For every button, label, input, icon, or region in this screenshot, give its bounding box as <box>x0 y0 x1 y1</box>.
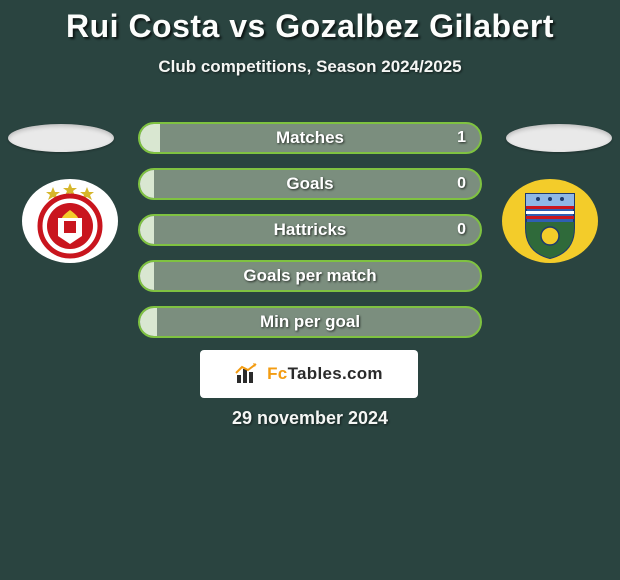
player-right-placeholder <box>506 124 612 152</box>
stat-label: Goals <box>140 174 480 194</box>
subtitle: Club competitions, Season 2024/2025 <box>0 57 620 77</box>
club-crest-left <box>20 178 120 264</box>
stat-row: Min per goal <box>138 306 482 338</box>
club-crest-right <box>500 178 600 264</box>
date-line: 29 november 2024 <box>0 408 620 429</box>
stat-row: Goals0 <box>138 168 482 200</box>
stat-value-right: 0 <box>457 221 466 239</box>
stats-area: Matches1Goals0Hattricks0Goals per matchM… <box>138 122 482 352</box>
logo-prefix: Fc <box>267 364 287 383</box>
stat-value-right: 1 <box>457 129 466 147</box>
stat-label: Matches <box>140 128 480 148</box>
logo-suffix: Tables.com <box>288 364 383 383</box>
stat-label: Goals per match <box>140 266 480 286</box>
fctables-logo: FcTables.com <box>200 350 418 398</box>
bar-chart-icon <box>235 363 259 385</box>
player-left-placeholder <box>8 124 114 152</box>
stat-row: Hattricks0 <box>138 214 482 246</box>
stat-value-right: 0 <box>457 175 466 193</box>
logo-text: FcTables.com <box>267 364 383 384</box>
stat-label: Min per goal <box>140 312 480 332</box>
page-title: Rui Costa vs Gozalbez Gilabert <box>0 0 620 45</box>
stat-label: Hattricks <box>140 220 480 240</box>
stat-row: Matches1 <box>138 122 482 154</box>
stat-row: Goals per match <box>138 260 482 292</box>
